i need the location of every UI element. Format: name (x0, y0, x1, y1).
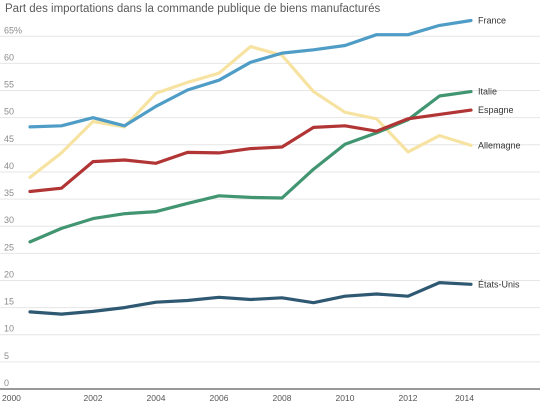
y-tick-label: 5 (4, 351, 9, 361)
y-tick-label: 10 (4, 324, 14, 334)
y-tick-label: 45 (4, 134, 14, 144)
series-lines (28, 18, 473, 316)
series-label-italie: Italie (478, 87, 497, 97)
series-labels: Allemagne États-Unis Italie Espagne France (478, 16, 521, 290)
x-tick-label: 2000 (2, 393, 21, 403)
y-tick-label: 20 (4, 269, 14, 279)
y-tick-label: 25 (4, 242, 14, 252)
y-tick-label: 55 (4, 80, 14, 90)
gridlines (0, 35, 540, 390)
x-tick-label: 2012 (399, 393, 418, 403)
chart-title: Part des importations dans la commande p… (5, 3, 381, 15)
series-line-etats-unis (28, 281, 473, 316)
series-label-france: France (478, 16, 506, 26)
x-tick-label: 2008 (273, 393, 292, 403)
x-tick-label: 2002 (84, 393, 103, 403)
series-label-allemagne: Allemagne (478, 140, 521, 150)
x-tick-label: 2010 (336, 393, 355, 403)
series-line-italie (28, 89, 473, 244)
series-label-espagne: Espagne (478, 105, 514, 115)
x-tick-label: 2006 (210, 393, 229, 403)
y-tick-label: 30 (4, 215, 14, 225)
y-tick-label: 40 (4, 161, 14, 171)
x-tick-label: 2014 (455, 393, 474, 403)
series-label-etats-unis: États-Unis (478, 279, 520, 289)
y-tick-label: 15 (4, 297, 14, 307)
y-tick-label: 60 (4, 52, 14, 62)
series-line-espagne (28, 108, 473, 194)
x-axis-ticks: 2000 2002 2004 2006 2008 2010 2012 2014 (2, 393, 474, 403)
y-tick-label: 0 (4, 378, 9, 388)
x-tick-label: 2004 (147, 393, 166, 403)
y-tick-label: 65% (4, 25, 22, 35)
y-axis-ticks: 0 5 10 15 20 25 30 35 40 45 50 55 60 65% (4, 25, 22, 388)
y-tick-label: 35 (4, 188, 14, 198)
y-tick-label: 50 (4, 107, 14, 117)
series-line-france (28, 18, 473, 129)
series-line-allemagne (28, 44, 473, 179)
